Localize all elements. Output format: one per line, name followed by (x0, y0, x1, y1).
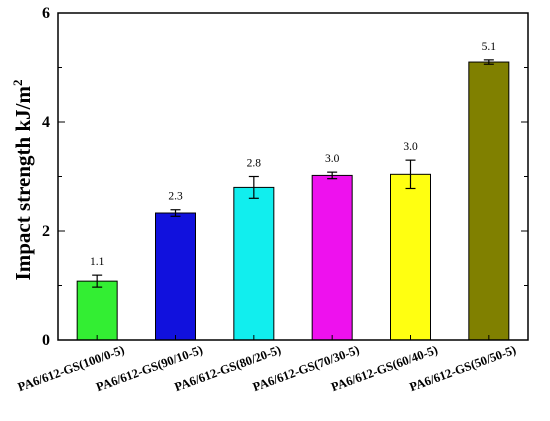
error-bar-5 (405, 159, 416, 190)
error-bar-4 (327, 171, 338, 180)
data-label-4: 3.0 (325, 153, 340, 165)
data-labels-layer: 1.1 2.3 2.8 3.0 3.0 5.1 (90, 41, 496, 268)
bar-1 (76, 280, 118, 341)
error-bar-6 (483, 59, 494, 65)
y-tick-label-4: 4 (42, 114, 50, 131)
data-label-3: 2.8 (247, 158, 262, 170)
bar-3 (233, 186, 275, 341)
y-axis-label: Impact strength kJ/m2 (10, 80, 35, 281)
y-tick-label-6: 6 (42, 5, 50, 22)
data-label-2: 2.3 (168, 191, 183, 203)
bars-layer (76, 61, 510, 341)
error-bar-2 (170, 209, 181, 217)
bar-4 (311, 174, 353, 341)
bar-5 (390, 173, 431, 341)
data-label-5: 3.0 (403, 141, 418, 153)
data-label-6: 5.1 (482, 41, 497, 53)
bar-2 (155, 212, 196, 341)
error-bars-layer (92, 59, 494, 288)
error-bar-1 (92, 274, 103, 288)
error-bar-3 (248, 175, 259, 199)
data-label-1: 1.1 (90, 256, 105, 268)
plot-frame (57, 12, 529, 341)
bar-6 (468, 61, 510, 341)
y-tick-label-0: 0 (42, 332, 50, 349)
y-tick-label-2: 2 (42, 223, 50, 240)
